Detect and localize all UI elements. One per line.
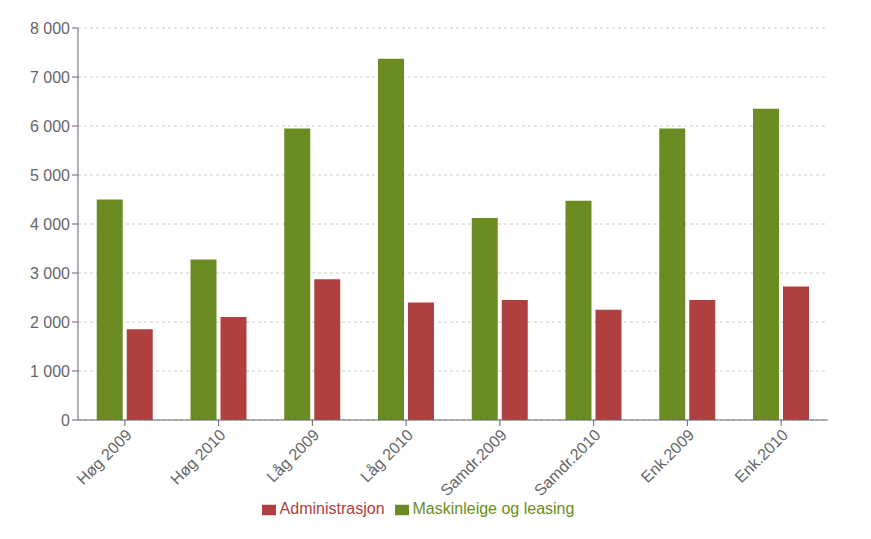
svg-text:Høg 2009: Høg 2009 (73, 426, 135, 488)
svg-text:3 000: 3 000 (30, 265, 70, 282)
html-text:Administrasjon: Administrasjon (279, 500, 385, 517)
svg-text:8 000: 8 000 (30, 20, 70, 37)
html-text:Maskinleige og leasing: Maskinleige og leasing (412, 500, 575, 517)
svg-text:Låg 2009: Låg 2009 (263, 426, 322, 485)
svg-text:1 000: 1 000 (30, 363, 70, 380)
svg-text:Enk.2009: Enk.2009 (638, 426, 698, 486)
svg-text:4 000: 4 000 (30, 216, 70, 233)
svg-text:Samdr.2009: Samdr.2009 (437, 426, 510, 499)
svg-text:Samdr.2010: Samdr.2010 (531, 426, 604, 499)
svg-text:7 000: 7 000 (30, 69, 70, 86)
svg-text:0: 0 (61, 412, 70, 429)
svg-text:Låg 2010: Låg 2010 (357, 426, 416, 485)
svg-text:Høg 2010: Høg 2010 (167, 426, 229, 488)
svg-text:5 000: 5 000 (30, 167, 70, 184)
svg-text:2 000: 2 000 (30, 314, 70, 331)
svg-text:Enk.2010: Enk.2010 (731, 426, 791, 486)
svg-text:6 000: 6 000 (30, 118, 70, 135)
